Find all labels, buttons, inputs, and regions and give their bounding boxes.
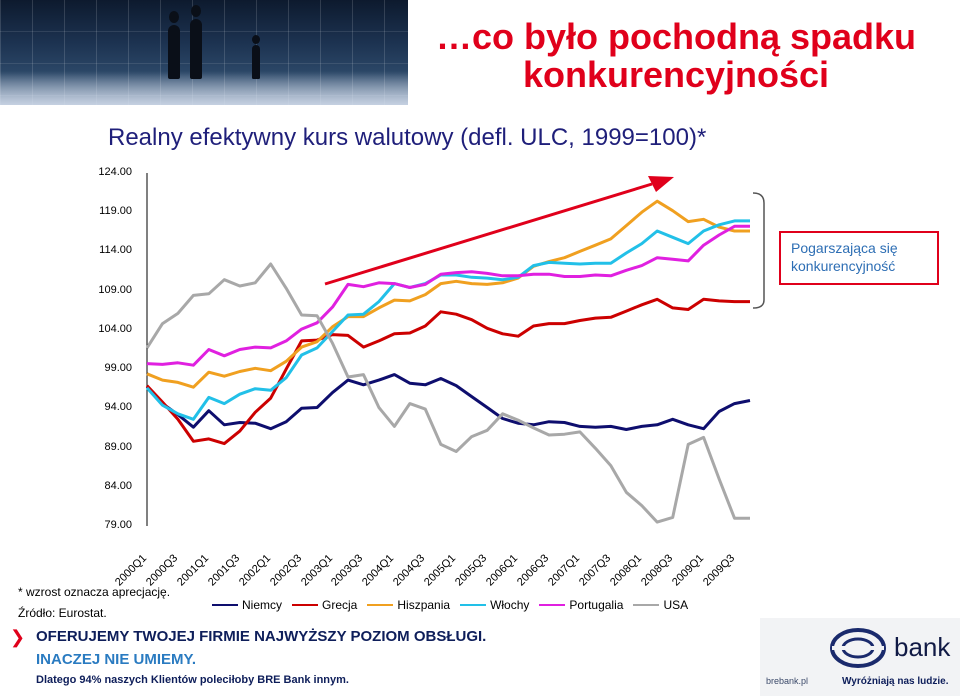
y-tick-label: 124.00 (98, 166, 132, 178)
y-tick-label: 114.00 (99, 244, 132, 257)
legend-item: Niemcy (212, 598, 282, 612)
legend-swatch (460, 604, 487, 606)
y-tick-label: 109.00 (98, 283, 132, 296)
legend-item: USA (633, 598, 688, 612)
bank-logo-area (760, 618, 960, 696)
series-line-hiszpania (146, 199, 750, 389)
y-tick-label: 94.00 (104, 401, 132, 414)
trend-arrow-line (324, 182, 653, 286)
legend-label: USA (663, 598, 689, 612)
legend-item: Hiszpania (367, 598, 450, 612)
legend-swatch (539, 604, 566, 606)
banner-line-1: OFERUJEMY TWOJEJ FIRMIE NAJWYŻSZY POZIOM… (36, 628, 487, 645)
legend-swatch (633, 604, 660, 606)
banner-band (0, 618, 760, 696)
y-tick-label: 79.00 (104, 519, 132, 531)
legend-item: Grecja (292, 598, 357, 612)
footnote: * wzrost oznacza aprecjację. (18, 585, 171, 599)
series-line-grecja (145, 297, 750, 446)
person-silhouette (252, 35, 260, 79)
legend-label: Portugalia (569, 598, 624, 612)
chart-legend: Niemcy Grecja Hiszpania Włochy Portugalia USA (212, 598, 698, 612)
ad-banner: ❯ OFERUJEMY TWOJEJ FIRMIE NAJWYŻSZY POZI… (0, 618, 960, 696)
banner-line-3: Dlatego 94% naszych Klientów poleciłoby … (36, 674, 349, 686)
person-silhouette (190, 5, 202, 79)
floor-glow (0, 71, 408, 105)
header-photo (0, 0, 408, 105)
series-line-niemcy (145, 373, 751, 431)
callout-bracket (752, 192, 765, 309)
y-tick-label: 99.00 (104, 362, 132, 375)
y-tick-label: 89.00 (104, 440, 132, 453)
y-tick-label: 104.00 (98, 322, 132, 335)
arrow-head-icon (648, 176, 674, 192)
banner-line-2: INACZEJ NIE UMIEMY. (36, 651, 197, 668)
bank-name: bank (894, 632, 951, 662)
bre-logo-icon (830, 628, 886, 668)
slide-title: …co było pochodną spadku konkurencyjnośc… (435, 16, 917, 95)
bank-slogan: Wyróżniają nas ludzie. (842, 676, 949, 687)
legend-swatch (212, 604, 238, 606)
chart-title: Realny efektywny kurs walutowy (defl. UL… (108, 124, 707, 151)
legend-item: Włochy (460, 598, 529, 612)
legend-label: Grecja (322, 598, 358, 612)
callout-box: Pogarszająca się konkurencyjność (779, 231, 939, 285)
legend-item: Portugalia (539, 598, 623, 612)
bank-url: brebank.pl (766, 676, 809, 686)
source-note: Źródło: Eurostat. (18, 606, 107, 620)
legend-swatch (292, 604, 319, 606)
series-line-włochy (145, 219, 750, 421)
y-tick-label: 119.00 (99, 205, 132, 218)
chevron-right-icon: ❯ (10, 627, 26, 647)
legend-swatch (367, 604, 394, 606)
callout-text: Pogarszająca się konkurencyjność (791, 240, 898, 274)
legend-label: Włochy (490, 598, 530, 612)
series-line-usa (145, 262, 750, 524)
series-line-portugalia (146, 224, 750, 367)
person-silhouette (168, 11, 180, 79)
legend-label: Hiszpania (397, 598, 451, 612)
y-tick-label: 84.00 (104, 479, 132, 492)
legend-label: Niemcy (242, 598, 283, 612)
